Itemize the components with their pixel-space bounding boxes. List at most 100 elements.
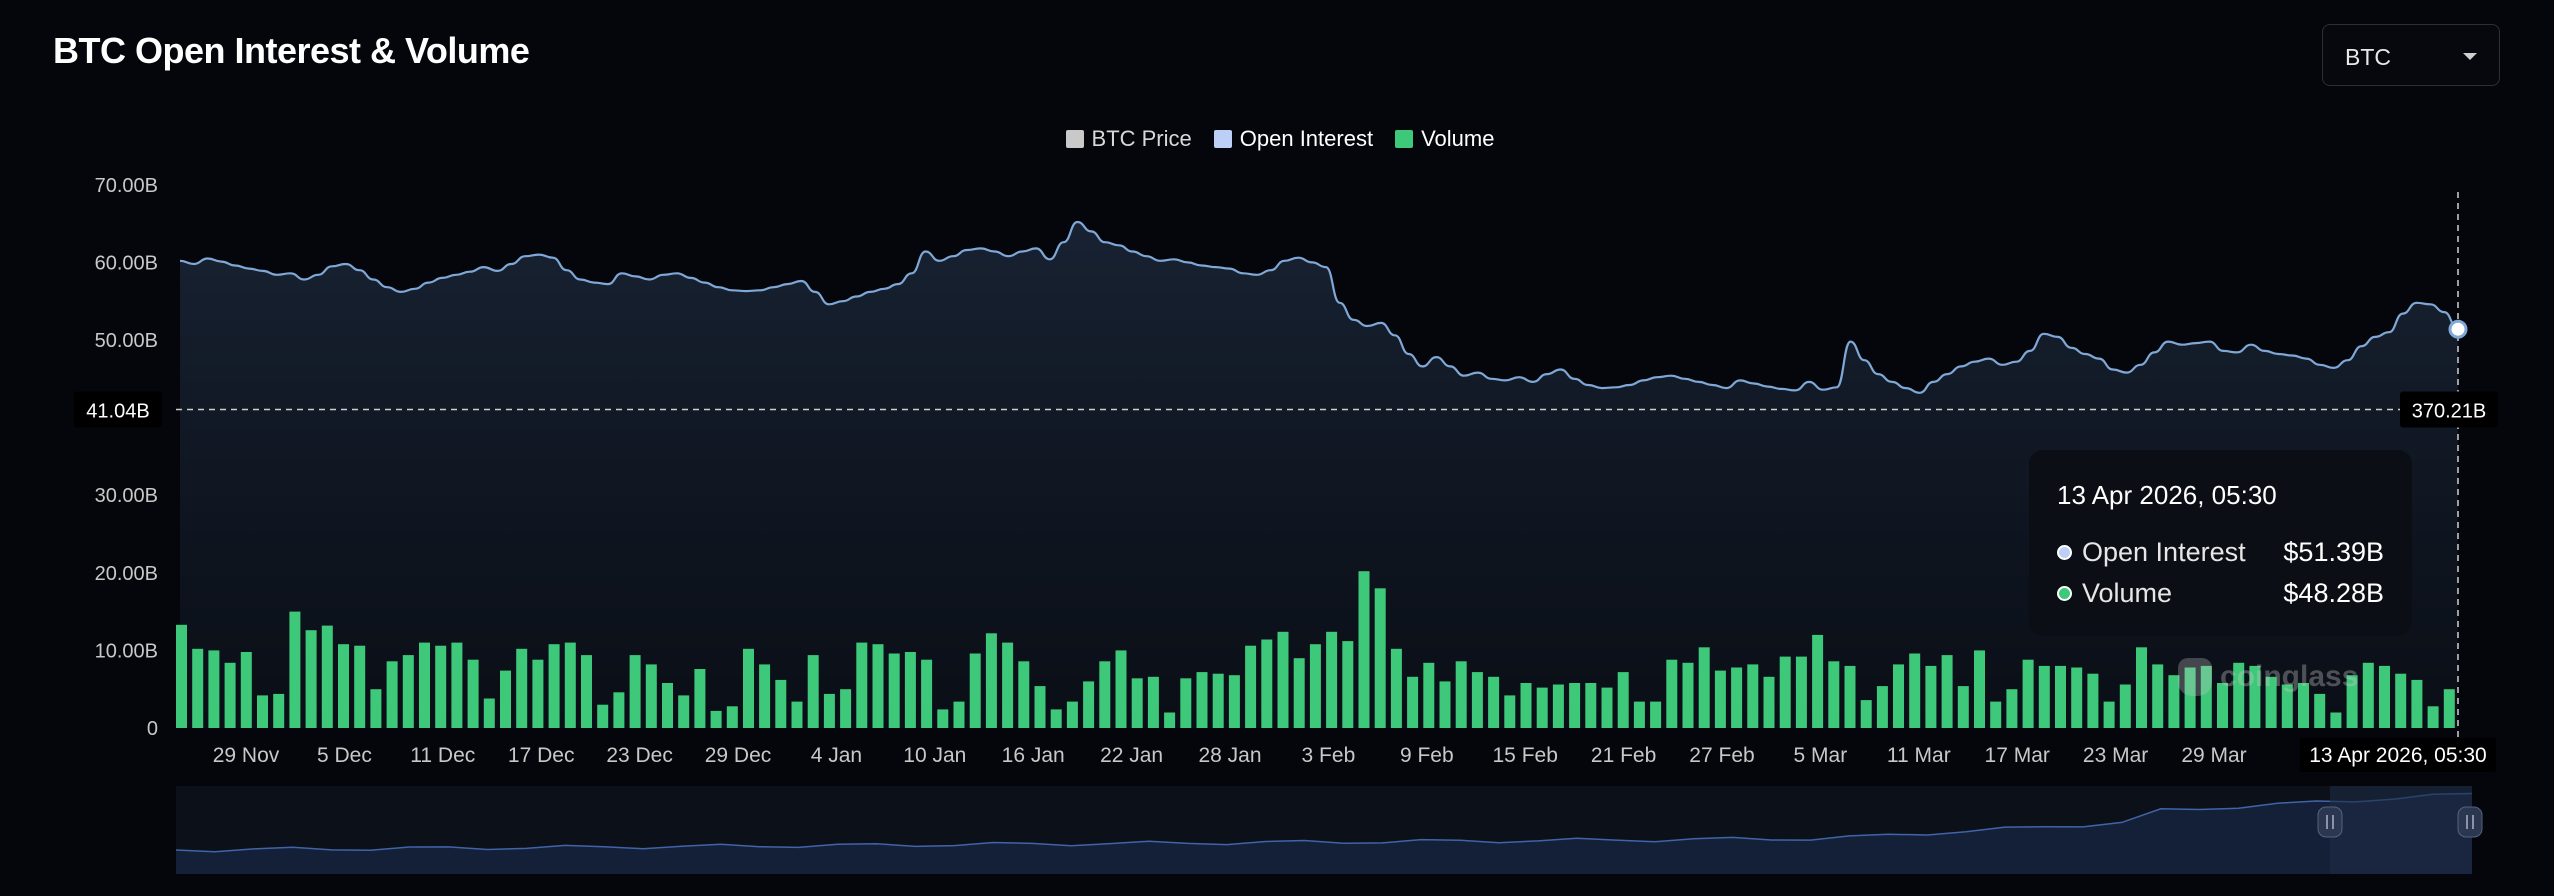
- volume-bar[interactable]: [581, 655, 592, 728]
- volume-bar[interactable]: [1763, 676, 1775, 728]
- volume-bar[interactable]: [419, 642, 430, 728]
- volume-bar[interactable]: [370, 689, 382, 728]
- volume-bar[interactable]: [1228, 675, 1240, 728]
- volume-bar[interactable]: [597, 704, 609, 728]
- volume-bar[interactable]: [2427, 706, 2439, 728]
- volume-bar[interactable]: [1164, 712, 1176, 729]
- volume-bar[interactable]: [483, 698, 495, 729]
- volume-bar[interactable]: [1747, 664, 1759, 728]
- volume-bar[interactable]: [921, 659, 933, 728]
- volume-bar[interactable]: [1601, 687, 1613, 728]
- volume-bar[interactable]: [435, 645, 447, 728]
- volume-bar[interactable]: [1050, 709, 1062, 728]
- volume-bar[interactable]: [678, 695, 690, 728]
- volume-bar[interactable]: [2006, 689, 2018, 728]
- volume-bar[interactable]: [937, 709, 949, 728]
- volume-bar[interactable]: [2200, 665, 2212, 728]
- volume-bar[interactable]: [694, 669, 706, 728]
- volume-bar[interactable]: [2395, 673, 2407, 728]
- volume-bar[interactable]: [1212, 673, 1224, 728]
- volume-bar[interactable]: [1585, 683, 1597, 728]
- volume-bar[interactable]: [548, 644, 560, 728]
- volume-bar[interactable]: [1504, 695, 1516, 728]
- volume-bar[interactable]: [2265, 676, 2277, 728]
- volume-bar[interactable]: [613, 692, 625, 728]
- volume-bar[interactable]: [240, 652, 252, 728]
- volume-bar[interactable]: [2184, 667, 2196, 729]
- navigator-handle-left[interactable]: [2317, 806, 2343, 838]
- volume-bar[interactable]: [2233, 662, 2245, 728]
- volume-bar[interactable]: [2038, 665, 2050, 728]
- volume-bar[interactable]: [289, 611, 301, 728]
- volume-bar[interactable]: [1180, 678, 1192, 728]
- volume-bar[interactable]: [1909, 653, 1921, 729]
- volume-bar[interactable]: [775, 679, 787, 728]
- volume-bar[interactable]: [1974, 650, 1985, 728]
- volume-bar[interactable]: [1844, 665, 1856, 728]
- volume-bar[interactable]: [1617, 672, 1629, 728]
- volume-bar[interactable]: [840, 689, 852, 728]
- volume-bar[interactable]: [2071, 667, 2083, 729]
- volume-bar[interactable]: [645, 664, 657, 728]
- volume-bar[interactable]: [1083, 681, 1095, 728]
- volume-bar[interactable]: [1731, 667, 1743, 729]
- volume-bar[interactable]: [2298, 683, 2309, 728]
- volume-bar[interactable]: [791, 701, 803, 728]
- volume-bar[interactable]: [2087, 673, 2099, 728]
- volume-bar[interactable]: [1261, 639, 1273, 729]
- volume-bar[interactable]: [1099, 661, 1111, 728]
- volume-bar[interactable]: [1795, 656, 1807, 728]
- volume-bar[interactable]: [2103, 701, 2115, 728]
- volume-bar[interactable]: [1698, 647, 1710, 728]
- volume-bar[interactable]: [2362, 662, 2374, 728]
- volume-bar[interactable]: [1925, 665, 1937, 728]
- volume-bar[interactable]: [1309, 644, 1321, 728]
- legend-item-open-interest[interactable]: Open Interest: [1213, 124, 1373, 154]
- volume-bar[interactable]: [872, 644, 884, 728]
- volume-bar[interactable]: [1941, 655, 1953, 728]
- volume-bar[interactable]: [743, 648, 754, 728]
- volume-bar[interactable]: [1326, 631, 1338, 728]
- volume-bar[interactable]: [386, 661, 398, 728]
- volume-bar[interactable]: [1245, 645, 1257, 728]
- volume-bar[interactable]: [1876, 686, 1888, 728]
- volume-bar[interactable]: [1390, 648, 1402, 728]
- volume-bar[interactable]: [1714, 670, 1726, 728]
- volume-bar[interactable]: [1277, 631, 1289, 728]
- volume-bar[interactable]: [467, 659, 479, 728]
- volume-bar[interactable]: [662, 683, 673, 728]
- volume-bar[interactable]: [338, 644, 349, 728]
- volume-bar[interactable]: [2217, 683, 2228, 728]
- volume-bar[interactable]: [1893, 664, 1904, 728]
- volume-bar[interactable]: [2281, 684, 2293, 729]
- volume-bar[interactable]: [1536, 687, 1548, 728]
- volume-bar[interactable]: [1439, 681, 1451, 728]
- volume-bar[interactable]: [1358, 571, 1370, 728]
- volume-bar[interactable]: [1342, 641, 1354, 728]
- volume-bar[interactable]: [321, 625, 333, 728]
- volume-bar[interactable]: [1957, 686, 1969, 728]
- navigator-selection[interactable]: [2330, 786, 2472, 874]
- volume-bar[interactable]: [1779, 656, 1791, 728]
- volume-bar[interactable]: [1018, 661, 1030, 728]
- volume-bar[interactable]: [629, 655, 641, 728]
- volume-bar[interactable]: [208, 650, 220, 728]
- volume-bar[interactable]: [1131, 678, 1143, 728]
- volume-bar[interactable]: [2136, 647, 2147, 728]
- volume-bar[interactable]: [402, 655, 414, 728]
- volume-bar[interactable]: [224, 662, 236, 728]
- volume-bar[interactable]: [1990, 701, 2002, 728]
- volume-bar[interactable]: [1196, 672, 1208, 728]
- volume-bar[interactable]: [969, 653, 981, 729]
- volume-bar[interactable]: [2152, 664, 2164, 728]
- legend-item-volume[interactable]: Volume: [1395, 124, 1494, 154]
- volume-bar[interactable]: [257, 695, 268, 728]
- volume-bar[interactable]: [564, 642, 576, 728]
- volume-bar[interactable]: [726, 706, 738, 728]
- volume-bar[interactable]: [354, 645, 366, 728]
- volume-bar[interactable]: [1650, 701, 1662, 728]
- volume-bar[interactable]: [1407, 676, 1419, 728]
- volume-bar[interactable]: [1471, 672, 1483, 728]
- volume-bar[interactable]: [532, 659, 544, 728]
- volume-bar[interactable]: [2346, 675, 2358, 728]
